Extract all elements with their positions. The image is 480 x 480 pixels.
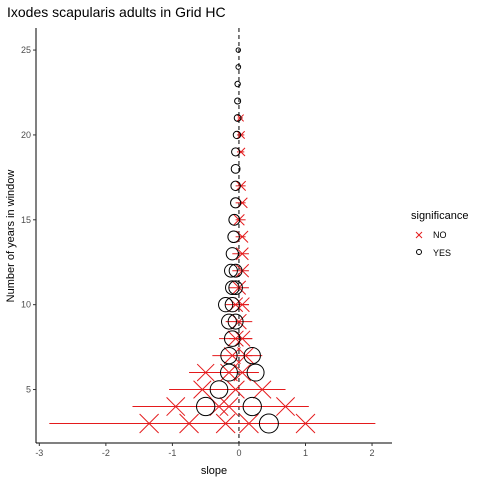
point-no-x — [166, 396, 186, 417]
point-yes-circle — [218, 297, 234, 313]
legend-label-no: NO — [433, 230, 447, 240]
y-tick-label: 5 — [26, 385, 31, 395]
point-yes-circle — [223, 330, 241, 347]
point-yes-circle — [235, 47, 241, 53]
x-axis-ticks: -3 -2 -1 0 1 2 — [35, 443, 375, 458]
legend: significance NO YES — [411, 210, 468, 258]
point-yes-circle — [227, 313, 244, 330]
point-yes-circle — [224, 297, 240, 313]
point-yes-circle — [232, 130, 242, 140]
point-no-x — [235, 247, 249, 261]
legend-key-no — [415, 231, 423, 239]
point-yes-circle — [234, 80, 241, 88]
point-yes-circle — [196, 396, 216, 417]
point-yes-circle — [225, 247, 239, 261]
point-yes-circle — [242, 396, 262, 417]
point-yes-circle — [228, 280, 243, 295]
point-yes-circle — [228, 213, 241, 226]
chart-title: Ixodes scapularis adults in Grid HC — [7, 4, 226, 20]
legend-title: significance — [411, 210, 468, 222]
point-no-x — [196, 363, 215, 382]
point-no-x — [253, 380, 272, 399]
point-no-x — [233, 363, 252, 382]
point-yes-circle — [230, 180, 241, 192]
point-no-x — [236, 147, 246, 157]
point-yes-circle — [230, 197, 242, 209]
point-yes-circle — [225, 280, 240, 295]
legend-label-yes: YES — [433, 248, 451, 258]
y-tick-label: 10 — [21, 300, 31, 310]
y-tick-label: 15 — [21, 215, 31, 225]
x-axis-title: slope — [201, 465, 227, 477]
y-axis-title: Number of years in window — [5, 170, 17, 303]
point-yes-circle — [227, 230, 240, 244]
point-yes-circle — [235, 64, 242, 70]
point-yes-circle — [224, 263, 238, 278]
point-yes-circle — [234, 97, 242, 105]
x-tick-label: -2 — [102, 448, 110, 458]
point-yes-circle — [221, 313, 237, 330]
plot-panel — [36, 28, 392, 443]
x-tick-label: 1 — [303, 448, 308, 458]
x-tick-label: -1 — [168, 448, 176, 458]
x-tick-label: -3 — [35, 448, 43, 458]
y-tick-label: 25 — [21, 45, 31, 55]
legend-key-yes — [416, 249, 422, 255]
point-yes-circle — [231, 147, 241, 157]
point-no-x — [234, 330, 251, 347]
point-yes-circle — [243, 346, 261, 365]
y-tick-label: 20 — [21, 130, 31, 140]
point-no-x — [235, 180, 247, 191]
point-no-x — [237, 347, 255, 365]
point-yes-circle — [246, 363, 265, 382]
data-layer — [49, 28, 376, 443]
x-tick-label: 2 — [370, 448, 375, 458]
point-yes-circle — [220, 346, 238, 365]
x-tick-label: 0 — [236, 448, 241, 458]
y-axis-ticks: 5 10 15 20 25 — [21, 45, 36, 395]
legend-yes-circle-icon — [416, 249, 422, 255]
point-yes-circle — [228, 263, 243, 278]
point-yes-circle — [230, 163, 241, 174]
point-yes-circle — [258, 413, 279, 434]
legend-no-x-icon-stroke — [415, 231, 423, 239]
point-no-x — [276, 396, 296, 417]
point-yes-circle — [233, 114, 242, 122]
point-yes-circle — [209, 380, 229, 399]
point-no-x — [295, 413, 316, 434]
point-no-x — [236, 114, 245, 122]
point-no-x — [233, 214, 245, 226]
